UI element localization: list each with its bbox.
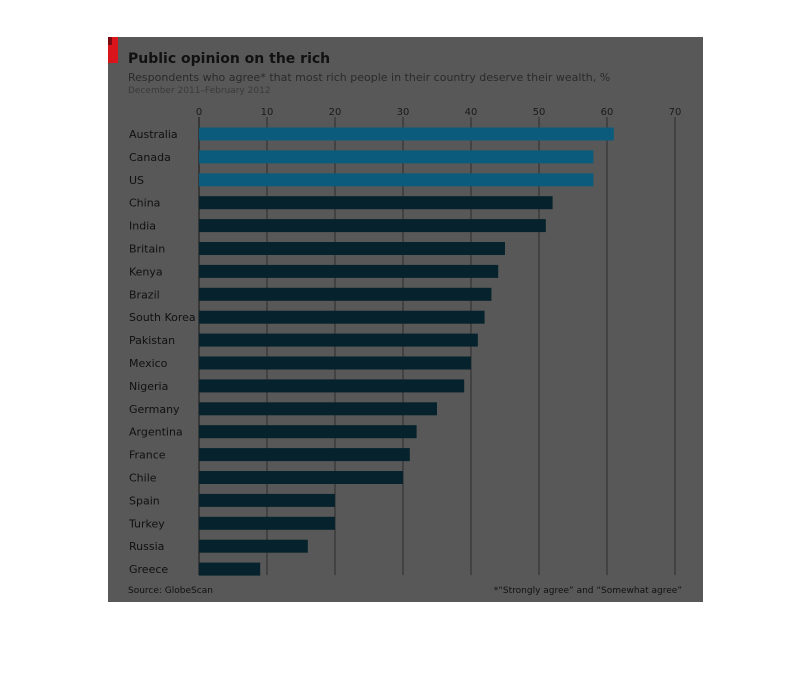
footnote: *“Strongly agree” and “Somewhat agree”: [494, 586, 682, 596]
x-tick-label: 20: [329, 107, 342, 118]
bar-brazil: [199, 287, 492, 301]
x-tick-label: 70: [669, 107, 682, 118]
category-label: South Korea: [129, 311, 196, 324]
category-label: Greece: [129, 563, 168, 576]
category-label: Nigeria: [129, 380, 168, 393]
x-tick-label: 40: [465, 107, 478, 118]
bar-mexico: [199, 356, 471, 370]
x-tick-label: 30: [397, 107, 410, 118]
x-tick-label: 50: [533, 107, 546, 118]
title-accent-ribbon: [108, 37, 118, 63]
bar-germany: [199, 402, 437, 416]
chart-panel: 0 10 20 30 40 50 60 70 Australia Canada US China In…: [108, 37, 703, 602]
category-label: Pakistan: [129, 334, 175, 347]
category-label: France: [129, 449, 166, 462]
bar-china: [199, 196, 553, 210]
x-tick-label: 0: [196, 107, 202, 118]
bar-turkey: [199, 516, 335, 530]
bar-nigeria: [199, 379, 465, 393]
bar-britain: [199, 242, 505, 255]
bar-canada: [199, 150, 594, 164]
category-label: Kenya: [129, 265, 163, 278]
category-label: Brazil: [129, 288, 160, 301]
date-range: December 2011–February 2012: [128, 86, 271, 96]
bars: [199, 127, 614, 576]
bar-us: [199, 173, 594, 187]
source-note: Source: GlobeScan: [128, 586, 213, 596]
bar-pakistan: [199, 333, 478, 347]
category-label: Russia: [129, 540, 164, 553]
bar-spain: [199, 493, 335, 507]
bar-greece: [199, 562, 261, 576]
x-tick-label: 60: [601, 107, 614, 118]
category-label: Britain: [129, 243, 165, 256]
bar-france: [199, 448, 410, 462]
bar-india: [199, 219, 546, 233]
chart-svg: 0 10 20 30 40 50 60 70 Australia Canada US China In…: [128, 51, 682, 596]
category-label: Spain: [129, 494, 160, 507]
bar-russia: [199, 539, 308, 553]
category-labels: Australia Canada US China India Britain Kenya B…: [128, 128, 196, 576]
category-label: India: [129, 220, 156, 233]
category-label: Mexico: [129, 357, 168, 370]
category-label: Germany: [129, 403, 180, 416]
bar-south-korea: [199, 310, 485, 324]
bar-australia: [199, 127, 614, 141]
x-tick-label: 10: [261, 107, 274, 118]
category-label: Turkey: [128, 517, 165, 530]
category-label: Australia: [129, 128, 178, 141]
x-tick-labels: 0 10 20 30 40 50 60 70: [196, 107, 682, 118]
category-label: US: [129, 174, 144, 187]
bar-kenya: [199, 264, 499, 278]
chart-subtitle: Respondents who agree* that most rich pe…: [128, 71, 610, 84]
title-accent-ribbon-dark: [108, 37, 112, 45]
bar-chile: [199, 471, 403, 484]
category-label: China: [129, 197, 160, 210]
bar-argentina: [199, 425, 417, 439]
category-label: Chile: [129, 472, 157, 485]
category-label: Argentina: [129, 426, 183, 439]
chart-title: Public opinion on the rich: [128, 51, 330, 67]
category-label: Canada: [129, 151, 171, 164]
